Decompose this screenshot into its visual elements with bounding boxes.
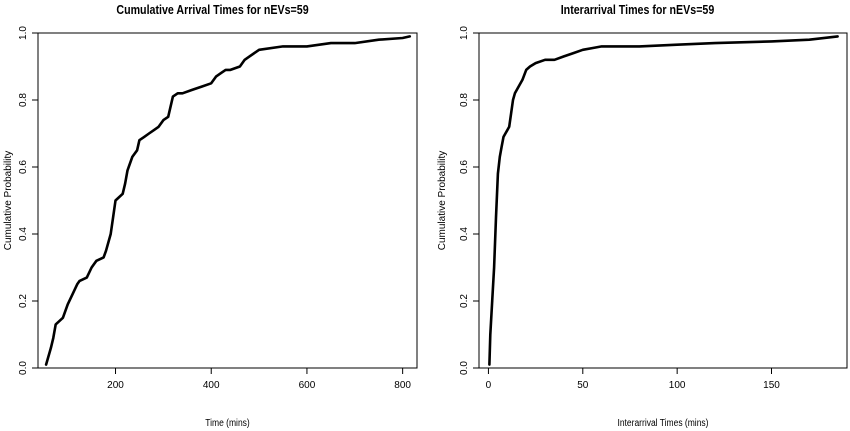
y-tick-label: 1.0 (459, 26, 470, 40)
y-tick-label: 0.2 (18, 294, 29, 308)
chart-title: Cumulative Arrival Times for nEVs=59 (116, 2, 309, 17)
y-tick-label: 0.2 (459, 294, 470, 308)
series-line (44, 35, 412, 366)
plot-frame (37, 32, 418, 369)
y-axis-title: Cumulative Probability (437, 151, 448, 251)
y-tick-label: 0.4 (459, 227, 470, 241)
chart-plot-interarrival: 0 50 100 150 0.0 0.2 0.4 0.6 0.8 1.0 Interarrival … (437, 26, 848, 428)
series-line (488, 35, 839, 366)
y-tick-label: 0.0 (459, 361, 470, 375)
x-tick-label: 400 (203, 380, 220, 391)
y-tick-label: 0.6 (459, 160, 470, 174)
y-tick-label: 0.8 (459, 93, 470, 107)
x-axis-title: Interarrival Times (mins) (617, 417, 708, 428)
x-axis-title: Time (mins) (205, 417, 249, 428)
y-tick-label: 0.8 (18, 93, 29, 107)
plot-frame (478, 32, 848, 369)
x-tick-label: 0 (486, 380, 492, 391)
x-tick-label: 50 (577, 380, 589, 391)
chart-plot-cumulative-arrival: 200 400 600 800 0.0 0.2 0.4 0.6 0.8 1.0 Time (mins… (3, 26, 418, 428)
y-tick-label: 1.0 (18, 26, 29, 40)
chart-panel-cumulative-arrival: Cumulative Arrival Times for nEVs=59 200… (3, 2, 418, 428)
chart-panel-interarrival: Interarrival Times for nEVs=59 0 50 100 150… (425, 0, 850, 431)
x-tick-label: 800 (394, 380, 411, 391)
x-tick-label: 150 (763, 380, 780, 391)
y-tick-label: 0.6 (18, 160, 29, 174)
chart-title: Interarrival Times for nEVs=59 (560, 2, 715, 17)
y-tick-label: 0.4 (18, 227, 29, 241)
x-tick-label: 200 (107, 380, 124, 391)
x-tick-label: 600 (299, 380, 316, 391)
y-axis-title: Cumulative Probability (3, 151, 14, 251)
y-tick-label: 0.0 (18, 361, 29, 375)
x-tick-label: 100 (669, 380, 686, 391)
